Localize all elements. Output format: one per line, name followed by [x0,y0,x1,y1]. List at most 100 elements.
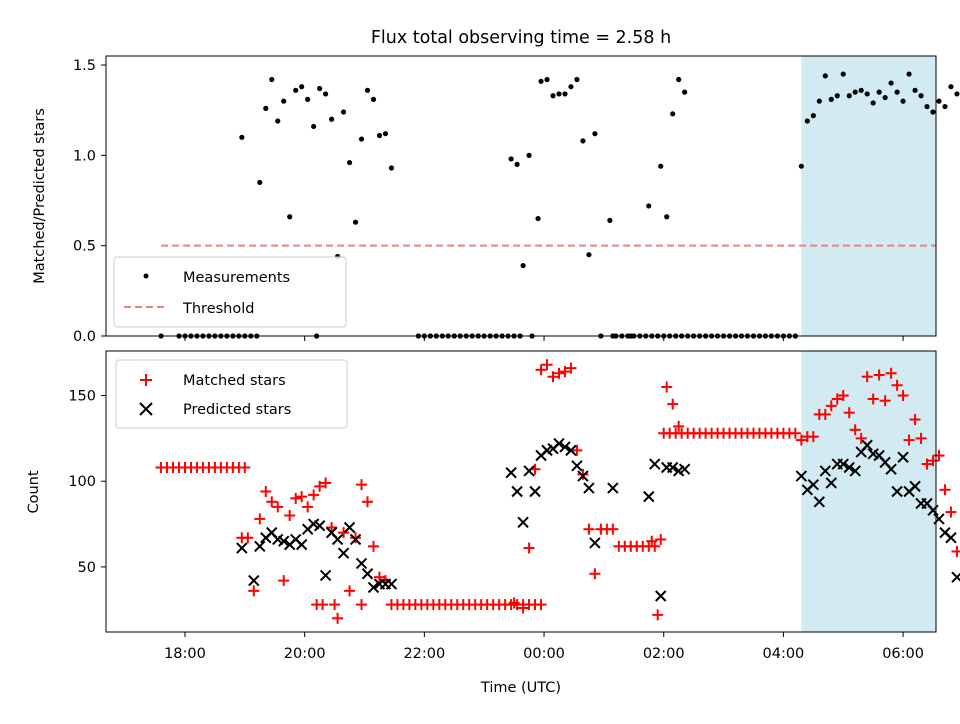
measurement-point [544,76,550,83]
top-marks [158,71,960,339]
matched-star-point [329,599,341,611]
matched-star-point [541,359,553,371]
predicted-star-point [655,590,667,602]
predicted-star-point-b [891,485,903,498]
predicted-star-point [559,441,571,453]
predicted-star-point-b [349,533,362,546]
predicted-star-point [337,547,350,559]
matched-star-point [314,480,326,492]
measurement-point [846,93,852,99]
predicted-star-point [349,533,362,546]
predicted-star-point [891,485,903,498]
predicted-star-point-b [939,526,951,539]
x-tick-label: 22:00 [403,646,445,662]
matched-star-point [646,535,658,547]
measurement-point [586,252,592,258]
measurement-point [804,118,810,124]
x-tick-label: 04:00 [763,646,805,662]
matched-star-point [296,491,308,503]
measurement-point [954,91,960,97]
predicted-star-point [577,470,589,482]
measurement-point [682,89,688,95]
predicted-star-point [666,461,679,474]
top-highlight-span [801,56,936,336]
measurement-point [852,89,858,95]
measurement-point [346,159,353,166]
x-tick-label: 06:00 [882,646,924,662]
measurement-point [281,98,287,104]
matched-star-point [547,371,559,383]
predicted-star-point-b [361,568,374,580]
matched-star-point [951,545,960,557]
predicted-star-point [885,463,897,475]
measurement-point [676,76,682,83]
bottom-y-tick-label: 100 [68,474,96,490]
matched-star-point [302,501,314,513]
measurement-point [936,98,942,104]
measurement-point [924,103,930,110]
measurement-point [906,71,912,77]
top-legend: Measurements Threshold [113,256,347,328]
bottom-legend-box [115,359,348,429]
measurement-point [538,78,544,84]
measurement-point [263,105,269,111]
matched-star-point [885,367,897,379]
predicted-star-point-b [523,465,535,477]
matched-star-point [891,379,903,391]
measurement-point [556,91,562,97]
predicted-star-point-b [565,444,577,457]
bottom-axes-frame [105,350,937,633]
bottom-marks [155,359,960,624]
predicted-star-point-b [819,465,832,477]
measurement-point [658,163,664,169]
bottom-highlight-span [801,351,936,632]
predicted-star-point [529,485,541,498]
matched-star-point [308,489,320,501]
predicted-star-point-b [873,449,885,462]
matched-star-point [945,506,957,518]
measurement-point [888,80,894,86]
measurement-point [858,87,864,93]
predicted-star-point-b [649,458,661,470]
matched-star-point [652,609,664,621]
bottom-legend: Matched stars Predicted stars [115,359,348,429]
measurement-point [305,96,311,102]
measurement-point [816,98,822,104]
matched-star-point [807,431,819,443]
predicted-star-point-b [795,470,808,482]
measurement-point [894,89,900,95]
measurement-point [864,91,870,97]
bottom-y-axis-label: Count [26,470,42,513]
measurement-point [287,214,293,220]
matched-star-point [362,496,374,508]
measurement-point [239,134,245,140]
measurement-point [876,89,882,95]
predicted-star-point [553,437,565,450]
predicted-star-point-b [843,461,855,474]
predicted-star-point-b [867,448,879,460]
predicted-star-point [511,485,523,498]
measurement-point [592,131,598,137]
predicted-star-point-b [236,542,248,554]
measurement-point [810,113,816,119]
measurement-point [942,103,948,110]
predicted-star-point-b [825,477,837,489]
predicted-star-point-b [337,547,350,559]
measurement-point [664,214,670,220]
measurement-point [311,123,317,130]
predicted-star-point [583,482,595,494]
matched-star-point [583,523,595,535]
measurement-point [840,71,846,77]
matched-star-point [553,367,565,379]
predicted-star-point-b [511,485,523,498]
matched-star-point [559,366,571,378]
measurement-point [948,84,954,90]
predicted-star-point [807,478,820,491]
matched-star-point [909,414,921,426]
matched-star-point [667,398,679,410]
matched-star-point [272,501,284,513]
predicted-star-point-b [655,590,667,602]
matched-star-point [879,395,891,407]
predicted-star-point [248,574,260,587]
matched-star-point [266,496,278,508]
